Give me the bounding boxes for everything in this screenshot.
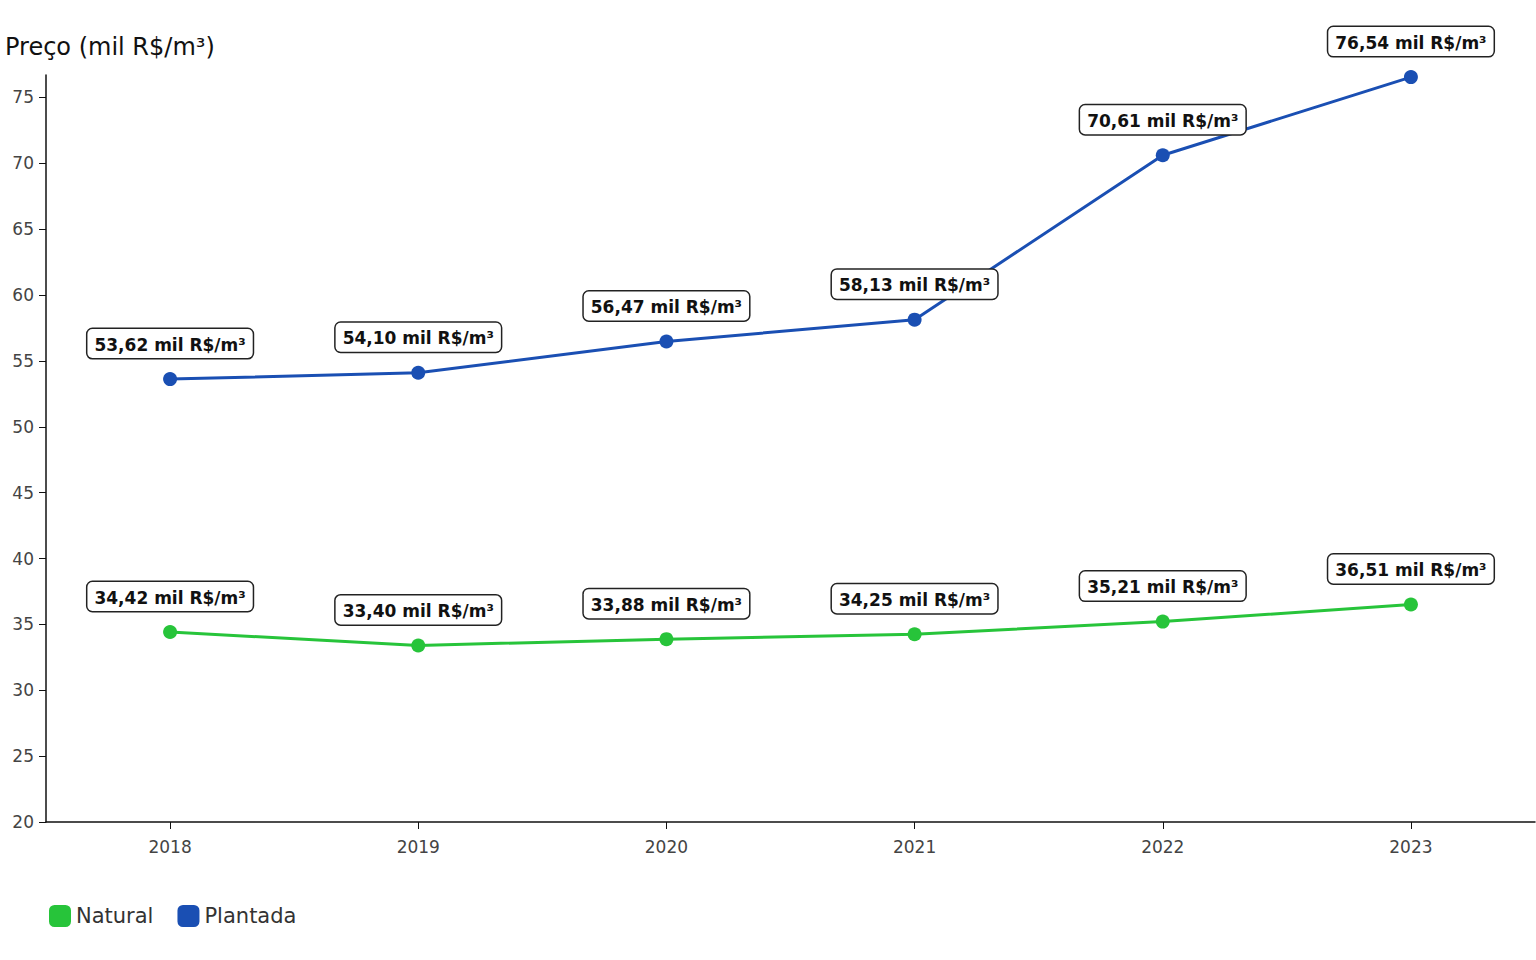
svg-text:33,88 mil R$/m³: 33,88 mil R$/m³ (591, 595, 742, 615)
svg-text:65: 65 (12, 219, 34, 239)
svg-text:54,10 mil R$/m³: 54,10 mil R$/m³ (343, 328, 494, 348)
svg-text:30: 30 (12, 680, 34, 700)
svg-text:70: 70 (12, 153, 34, 173)
svg-text:35,21 mil R$/m³: 35,21 mil R$/m³ (1087, 577, 1238, 597)
svg-text:56,47 mil R$/m³: 56,47 mil R$/m³ (591, 297, 742, 317)
svg-text:Preço (mil R$/m³): Preço (mil R$/m³) (5, 33, 215, 61)
svg-text:2022: 2022 (1141, 837, 1184, 857)
svg-text:60: 60 (12, 285, 34, 305)
svg-text:2023: 2023 (1389, 837, 1432, 857)
svg-text:45: 45 (12, 483, 34, 503)
svg-text:55: 55 (12, 351, 34, 371)
svg-text:33,40 mil R$/m³: 33,40 mil R$/m³ (343, 601, 494, 621)
svg-text:Plantada: Plantada (204, 904, 296, 928)
svg-text:2018: 2018 (148, 837, 191, 857)
svg-text:34,42 mil R$/m³: 34,42 mil R$/m³ (94, 588, 245, 608)
svg-text:58,13 mil R$/m³: 58,13 mil R$/m³ (839, 275, 990, 295)
svg-text:25: 25 (12, 746, 34, 766)
svg-text:20: 20 (12, 812, 34, 832)
svg-text:53,62 mil R$/m³: 53,62 mil R$/m³ (94, 335, 245, 355)
svg-text:2021: 2021 (893, 837, 936, 857)
svg-text:70,61 mil R$/m³: 70,61 mil R$/m³ (1087, 111, 1238, 131)
svg-text:2019: 2019 (397, 837, 440, 857)
svg-text:35: 35 (12, 614, 34, 634)
svg-text:36,51 mil R$/m³: 36,51 mil R$/m³ (1335, 560, 1486, 580)
svg-text:75: 75 (12, 87, 34, 107)
svg-text:50: 50 (12, 417, 34, 437)
svg-text:Natural: Natural (76, 904, 153, 928)
svg-text:34,25 mil R$/m³: 34,25 mil R$/m³ (839, 590, 990, 610)
svg-text:76,54 mil R$/m³: 76,54 mil R$/m³ (1335, 33, 1486, 53)
svg-text:2020: 2020 (645, 837, 688, 857)
svg-text:40: 40 (12, 549, 34, 569)
